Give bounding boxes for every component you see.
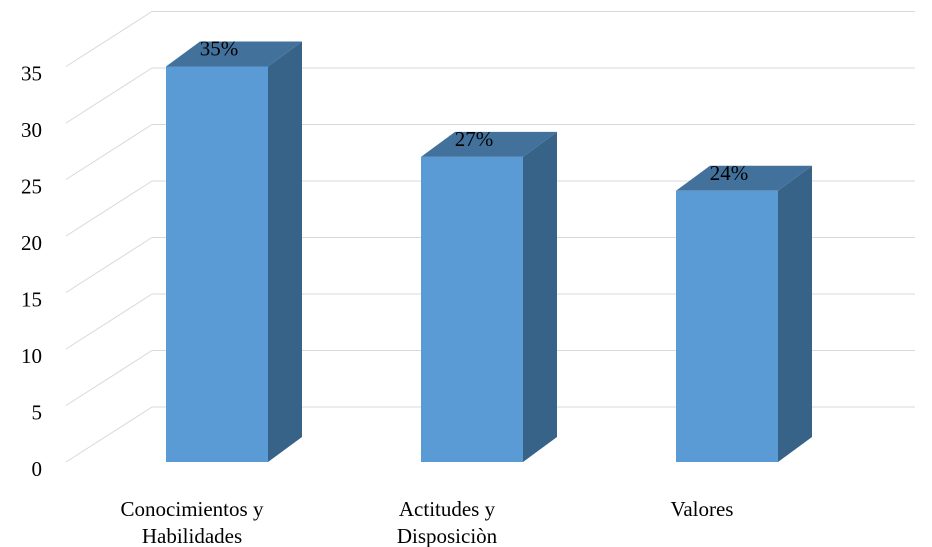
gridline-depth-15 xyxy=(65,237,153,293)
y-tick-label: 0 xyxy=(32,457,43,481)
category-label-1: Conocimientos y Habilidades xyxy=(121,497,264,547)
bar-front xyxy=(421,156,523,462)
bars xyxy=(166,41,812,463)
y-tick-label: 20 xyxy=(21,231,42,255)
gridline-depth-35 xyxy=(65,11,153,67)
data-labels: 35% 27% 24% xyxy=(200,37,749,185)
bar-2 xyxy=(421,131,557,462)
y-tick-label: 35 xyxy=(21,62,42,86)
bar-top xyxy=(676,165,812,191)
y-tick-label: 5 xyxy=(32,401,43,425)
category-label-3: Valores xyxy=(671,497,734,521)
y-tick-label: 10 xyxy=(21,344,42,368)
data-label-2: 27% xyxy=(455,127,494,151)
data-label-3: 24% xyxy=(710,161,749,185)
y-tick-label: 25 xyxy=(21,175,42,199)
gridline-depth-0 xyxy=(65,406,153,463)
category-label-2: Actitudes y Disposiciòn xyxy=(397,497,498,547)
data-label-1: 35% xyxy=(200,37,239,61)
bar-front xyxy=(166,66,268,462)
gridline-depth-25 xyxy=(65,124,153,180)
bar-front xyxy=(676,190,778,463)
bar-side xyxy=(778,165,812,463)
x-axis-category-labels: Conocimientos y Habilidades Actitudes y Dis… xyxy=(121,497,734,547)
bar-top xyxy=(421,131,557,157)
bar-side xyxy=(523,131,557,462)
y-tick-label: 15 xyxy=(21,288,42,312)
gridline-depth-30 xyxy=(65,67,153,124)
gridline-depth-5 xyxy=(65,350,153,406)
bar-1 xyxy=(166,41,302,462)
gridline-depth-20 xyxy=(65,180,153,237)
bar-side xyxy=(268,41,302,462)
y-axis-tick-labels: 0 5 10 15 20 25 30 35 xyxy=(21,62,42,482)
gridline-depth-10 xyxy=(65,293,153,350)
bar-top xyxy=(166,41,302,67)
y-tick-label: 30 xyxy=(21,118,42,142)
bar-3 xyxy=(676,165,812,463)
